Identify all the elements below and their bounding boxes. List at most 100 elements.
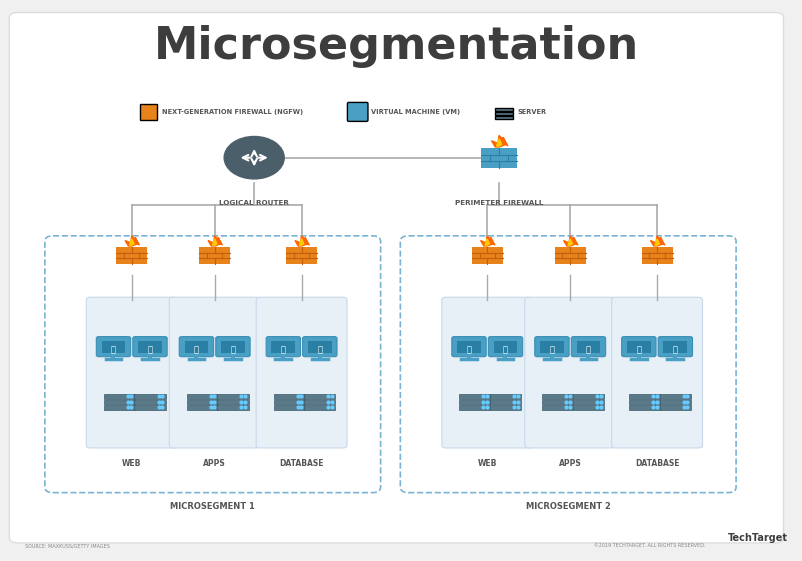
Text: 👾: 👾 [194,346,199,355]
Text: APPS: APPS [203,459,226,468]
Text: SERVER: SERVER [516,109,545,115]
FancyBboxPatch shape [304,399,335,404]
FancyBboxPatch shape [271,341,295,352]
FancyBboxPatch shape [626,341,650,352]
FancyBboxPatch shape [459,405,490,410]
FancyBboxPatch shape [103,399,135,404]
FancyBboxPatch shape [471,247,502,264]
FancyBboxPatch shape [199,247,230,264]
FancyBboxPatch shape [628,394,659,398]
Polygon shape [650,236,664,246]
FancyBboxPatch shape [134,394,165,398]
FancyBboxPatch shape [186,394,217,398]
FancyBboxPatch shape [495,112,512,114]
FancyBboxPatch shape [659,405,691,410]
Polygon shape [491,135,508,147]
Text: WEB: WEB [122,459,141,468]
FancyBboxPatch shape [347,103,367,121]
FancyBboxPatch shape [96,337,131,357]
Text: ©2019 TECHTARGET. ALL RIGHTS RESERVED.: ©2019 TECHTARGET. ALL RIGHTS RESERVED. [593,543,704,548]
FancyBboxPatch shape [541,394,573,398]
Polygon shape [480,236,494,246]
FancyBboxPatch shape [459,399,490,404]
FancyBboxPatch shape [217,399,249,404]
Polygon shape [484,239,489,245]
FancyBboxPatch shape [572,394,603,398]
Polygon shape [654,239,658,245]
Polygon shape [213,239,217,245]
Text: 👾: 👾 [502,346,508,355]
Text: 👾: 👾 [317,346,322,355]
Text: 👾: 👾 [549,346,553,355]
FancyBboxPatch shape [658,337,691,357]
FancyBboxPatch shape [572,399,603,404]
Polygon shape [563,236,577,246]
FancyBboxPatch shape [493,341,516,352]
Text: VIRTUAL MACHINE (VM): VIRTUAL MACHINE (VM) [371,109,460,115]
FancyBboxPatch shape [179,337,213,357]
FancyBboxPatch shape [10,12,783,543]
FancyBboxPatch shape [495,108,512,111]
Text: LOGICAL ROUTER: LOGICAL ROUTER [219,200,289,205]
FancyBboxPatch shape [221,341,245,352]
FancyBboxPatch shape [140,104,157,120]
FancyBboxPatch shape [186,399,217,404]
Circle shape [224,136,284,179]
FancyBboxPatch shape [102,341,125,352]
FancyBboxPatch shape [103,405,135,410]
FancyBboxPatch shape [186,405,217,410]
Text: DATABASE: DATABASE [634,459,678,468]
FancyBboxPatch shape [256,297,346,448]
Text: NEXT-GENERATION FIREWALL (NGFW): NEXT-GENERATION FIREWALL (NGFW) [161,109,302,115]
Text: 👾: 👾 [111,346,115,355]
FancyBboxPatch shape [304,405,335,410]
FancyBboxPatch shape [554,247,585,264]
FancyBboxPatch shape [273,394,305,398]
FancyBboxPatch shape [659,399,691,404]
Polygon shape [294,236,309,246]
Text: 👾: 👾 [148,346,152,355]
FancyBboxPatch shape [489,405,520,410]
FancyBboxPatch shape [659,394,691,398]
FancyBboxPatch shape [621,337,655,357]
Text: 👾: 👾 [281,346,286,355]
FancyBboxPatch shape [286,247,317,264]
FancyBboxPatch shape [216,337,249,357]
FancyBboxPatch shape [169,297,260,448]
FancyBboxPatch shape [572,405,603,410]
FancyBboxPatch shape [641,247,672,264]
FancyBboxPatch shape [273,399,305,404]
FancyBboxPatch shape [525,297,615,448]
Text: SOURCE: MAXKUSS/GETTY IMAGES: SOURCE: MAXKUSS/GETTY IMAGES [25,543,110,548]
FancyBboxPatch shape [116,247,147,264]
FancyBboxPatch shape [628,405,659,410]
FancyBboxPatch shape [302,337,337,357]
FancyBboxPatch shape [184,341,208,352]
FancyBboxPatch shape [134,399,165,404]
Text: 👾: 👾 [672,346,677,355]
FancyBboxPatch shape [456,341,480,352]
FancyBboxPatch shape [662,341,687,352]
Polygon shape [125,236,140,246]
FancyBboxPatch shape [570,337,605,357]
Text: 👾: 👾 [585,346,590,355]
FancyBboxPatch shape [273,405,305,410]
FancyBboxPatch shape [540,341,563,352]
FancyBboxPatch shape [132,337,167,357]
FancyBboxPatch shape [611,297,702,448]
FancyBboxPatch shape [217,405,249,410]
Text: MICROSEGMENT 1: MICROSEGMENT 1 [170,502,255,511]
FancyBboxPatch shape [304,394,335,398]
FancyBboxPatch shape [265,337,300,357]
FancyBboxPatch shape [489,399,520,404]
Text: TechTarget: TechTarget [727,534,788,544]
FancyBboxPatch shape [452,337,485,357]
FancyBboxPatch shape [480,148,516,168]
FancyBboxPatch shape [534,337,569,357]
FancyBboxPatch shape [217,394,249,398]
Text: DATABASE: DATABASE [279,459,323,468]
Text: MICROSEGMENT 2: MICROSEGMENT 2 [525,502,610,511]
Polygon shape [299,239,303,245]
FancyBboxPatch shape [308,341,331,352]
Text: PERIMETER FIREWALL: PERIMETER FIREWALL [455,200,543,205]
